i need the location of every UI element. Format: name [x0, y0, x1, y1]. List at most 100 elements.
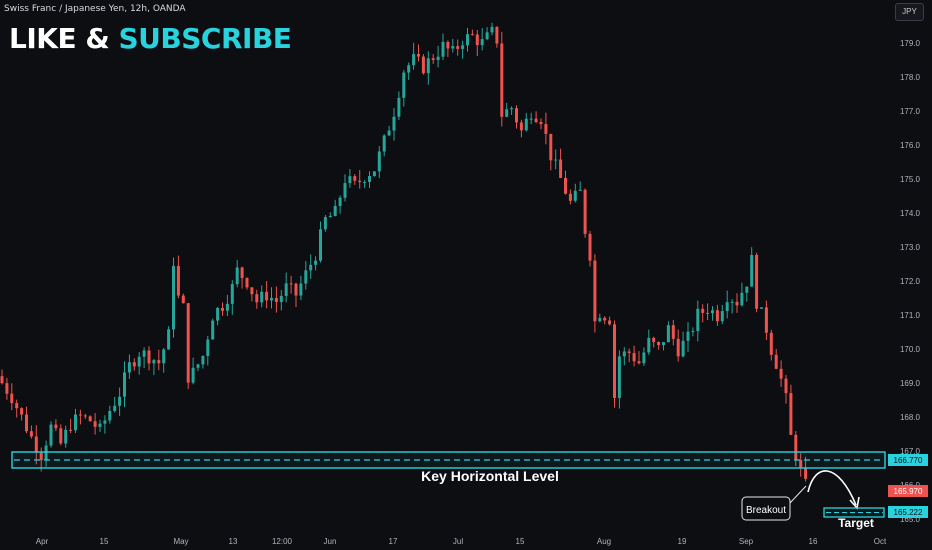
candle-body — [387, 130, 391, 136]
candle-body — [83, 415, 87, 417]
price-axis[interactable]: 165.0166.0167.0168.0169.0170.0171.0172.0… — [900, 39, 921, 524]
candle-body — [279, 295, 283, 303]
candle-body — [25, 414, 28, 432]
breakout-box — [741, 496, 791, 521]
candle-body — [338, 197, 342, 206]
price-tick-label: 176.0 — [900, 141, 921, 150]
price-tick-label: 177.0 — [900, 107, 921, 116]
candle-body — [461, 45, 465, 49]
candle-body — [225, 303, 229, 311]
candle-body — [377, 151, 381, 172]
candle-body — [132, 362, 136, 367]
candle-body — [524, 118, 528, 131]
price-label-target: 165.222 — [888, 506, 928, 518]
time-tick-label: Sep — [739, 537, 754, 546]
candle-body — [627, 351, 631, 353]
target-label: Target — [838, 516, 874, 530]
candle-body — [368, 176, 371, 182]
candle-body — [93, 421, 97, 427]
candle-body — [69, 429, 73, 431]
candle-body — [603, 317, 607, 321]
candle-body — [441, 41, 445, 57]
candle-body — [588, 233, 592, 261]
candle-body — [779, 368, 783, 379]
candle-body — [466, 34, 469, 46]
candle-body — [274, 298, 278, 303]
price-tick-label: 167.0 — [900, 447, 921, 456]
candle-body — [480, 39, 484, 46]
time-axis[interactable]: Apr 15 May 13 12:00 Jun 17 Jul 15 Aug 19 Sep 16 Oct — [36, 537, 887, 546]
price-tick-label: 168.0 — [900, 413, 921, 422]
candle-body — [657, 342, 661, 346]
candle-body — [662, 342, 665, 346]
candle-body — [15, 403, 19, 409]
brand-banner: LIKE & SUBSCRIBE — [9, 22, 292, 55]
candle-body — [632, 352, 636, 362]
breakout-label: Breakout — [746, 505, 786, 516]
candle-body — [5, 383, 9, 394]
candle-body — [78, 414, 82, 416]
candle-body — [397, 97, 401, 117]
time-tick-label: Oct — [874, 537, 887, 546]
candle-body — [39, 452, 43, 461]
candle-body — [554, 159, 558, 161]
candle-body — [617, 356, 621, 398]
candle-body — [289, 283, 293, 285]
candle-body — [162, 349, 166, 364]
candle-body — [769, 332, 773, 355]
price-tick-label: 165.0 — [900, 515, 921, 524]
candle-body — [799, 460, 803, 468]
candle-body — [431, 58, 435, 61]
time-tick-label: Aug — [597, 537, 611, 546]
candle-body — [54, 424, 58, 429]
candle-body — [490, 26, 494, 33]
time-tick-label: 19 — [678, 537, 687, 546]
candle-body — [647, 337, 651, 353]
currency-button[interactable]: JPY — [895, 3, 924, 21]
candle-body — [152, 360, 156, 364]
candle-body — [559, 159, 563, 178]
candle-body — [470, 34, 474, 36]
candle-body — [191, 367, 195, 383]
candle-body — [505, 109, 509, 117]
candle-body — [113, 405, 117, 411]
candle-body — [270, 298, 273, 301]
candle-body — [201, 355, 205, 365]
candle-body — [363, 181, 367, 183]
candle-body — [167, 329, 171, 350]
candle-body — [309, 264, 313, 271]
time-tick-label: Apr — [36, 537, 49, 546]
candle-body — [20, 408, 24, 415]
symbol-title: Swiss Franc / Japanese Yen, 12h, OANDA — [4, 4, 186, 14]
candle-body — [294, 283, 298, 296]
candle-body — [495, 26, 499, 44]
candle-body — [235, 267, 239, 285]
candle-body — [426, 58, 430, 74]
candle-body — [642, 352, 646, 364]
candle-body — [127, 362, 131, 373]
candle-body — [206, 339, 210, 356]
price-tick-label: 169.0 — [900, 379, 921, 388]
candle-body — [74, 414, 77, 431]
zone-price-text: 166.770 — [894, 456, 923, 465]
time-tick-label: 17 — [389, 537, 398, 546]
price-tick-label: 178.0 — [900, 73, 921, 82]
candle-body — [593, 260, 597, 322]
candle-body — [519, 122, 523, 131]
price-label-last: 165.970 — [888, 485, 928, 497]
time-tick-label: 16 — [809, 537, 818, 546]
candle-body — [64, 429, 68, 444]
candle-body — [108, 410, 112, 421]
candle-body — [510, 108, 514, 110]
candle-body — [402, 72, 406, 98]
candle-body — [725, 302, 729, 312]
brand-word-like: LIKE & — [9, 22, 119, 55]
candle-body — [764, 307, 768, 333]
candle-body — [123, 372, 126, 397]
candle-body — [333, 205, 337, 216]
candle-body — [29, 431, 33, 437]
candle-body — [446, 41, 450, 49]
candle-body — [59, 428, 63, 444]
key-zone[interactable] — [11, 451, 886, 469]
